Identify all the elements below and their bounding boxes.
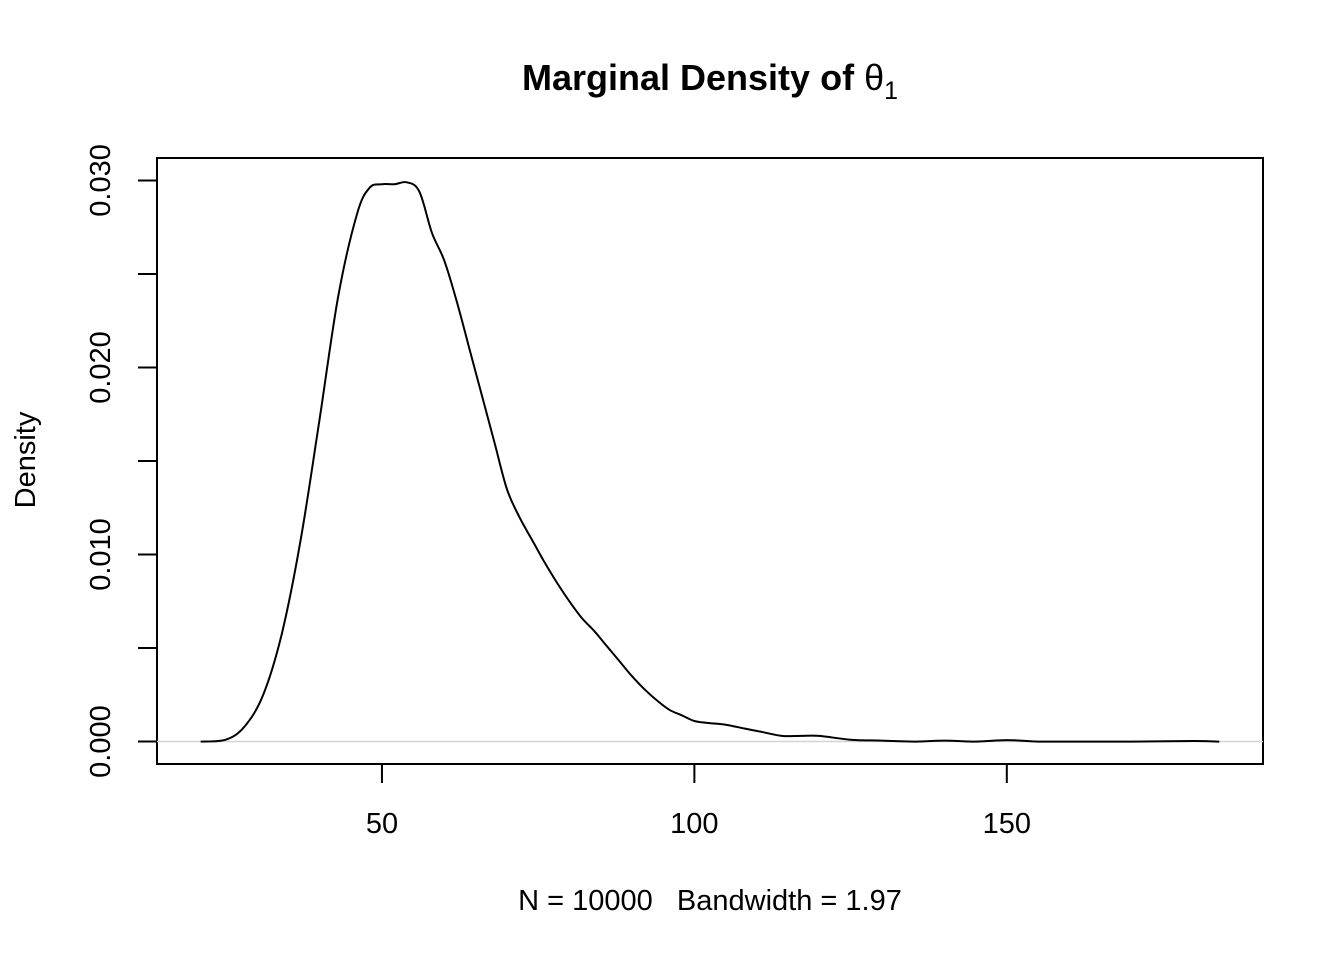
density-curve bbox=[200, 181, 1220, 743]
plot-frame bbox=[156, 157, 1264, 765]
y-tick-label: 0.020 bbox=[85, 331, 117, 404]
y-axis-label: Density bbox=[10, 411, 42, 508]
chart-title-subscript: 1 bbox=[884, 77, 898, 105]
y-tick-label: 0.010 bbox=[85, 518, 117, 591]
x-axis: 50 100 150 bbox=[366, 764, 1031, 840]
chart-title-text: Marginal Density of bbox=[522, 57, 864, 98]
chart-title: Marginal Density of θ1 bbox=[522, 57, 898, 105]
y-tick-label: 0.030 bbox=[85, 144, 117, 217]
y-tick-label: 0.000 bbox=[85, 705, 117, 778]
x-tick-label: 50 bbox=[366, 808, 398, 840]
chart-title-symbol: θ bbox=[864, 57, 884, 98]
x-tick-label: 150 bbox=[983, 808, 1031, 840]
x-tick-label: 100 bbox=[670, 808, 718, 840]
y-axis: 0.000 0.010 0.020 0.030 bbox=[85, 144, 157, 778]
x-axis-label: N = 10000 Bandwidth = 1.97 bbox=[518, 885, 902, 917]
